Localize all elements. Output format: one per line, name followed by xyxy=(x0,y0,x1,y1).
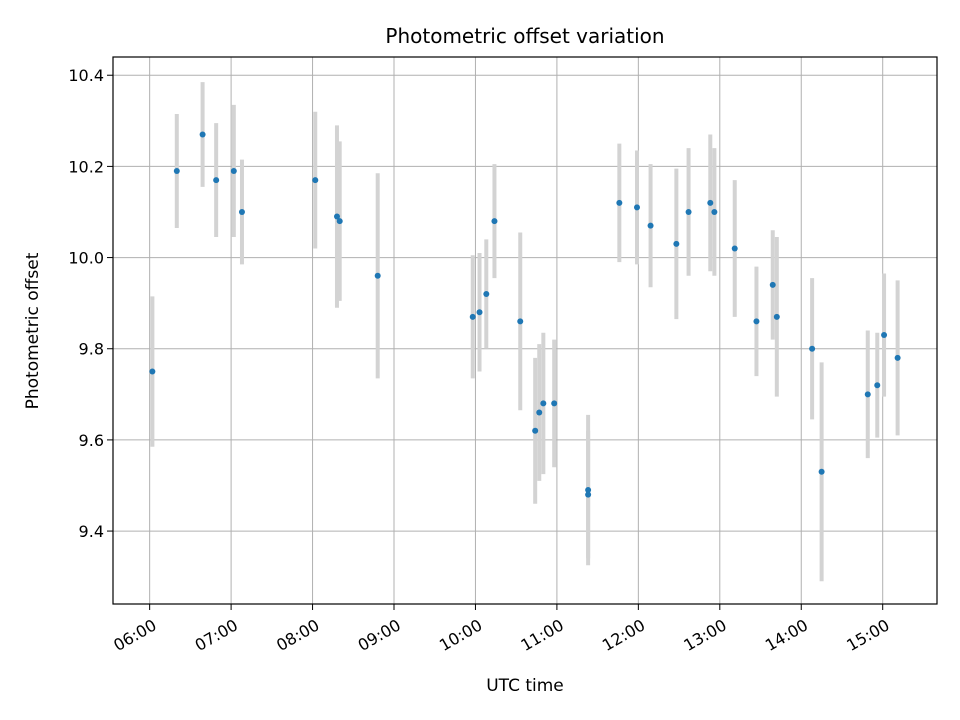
data-point xyxy=(551,400,558,407)
data-point xyxy=(333,213,340,220)
data-point xyxy=(476,309,483,316)
x-tick-label: 14:00 xyxy=(762,615,811,655)
data-point xyxy=(773,313,780,320)
data-point xyxy=(213,177,220,184)
x-tick-label: 06:00 xyxy=(110,615,159,655)
data-point xyxy=(818,468,825,475)
data-point xyxy=(881,332,888,339)
x-tick-label: 15:00 xyxy=(843,615,892,655)
chart-title: Photometric offset variation xyxy=(385,24,664,48)
data-point xyxy=(769,281,776,288)
data-point xyxy=(173,167,180,174)
data-point xyxy=(731,245,738,252)
y-tick-label: 9.8 xyxy=(79,340,104,359)
data-point xyxy=(230,167,237,174)
x-tick-label: 07:00 xyxy=(192,615,241,655)
plot-frame xyxy=(112,56,938,605)
data-point xyxy=(585,487,592,494)
error-bars xyxy=(150,82,900,582)
data-point xyxy=(532,427,539,434)
data-point xyxy=(894,354,901,361)
x-tick-label: 09:00 xyxy=(355,615,404,655)
data-point xyxy=(864,391,871,398)
data-point xyxy=(491,218,498,225)
y-axis-ticks: 9.4 9.6 9.8 10.0 10.2 10.4 xyxy=(68,66,113,541)
x-axis-label: UTC time xyxy=(486,676,564,696)
data-point xyxy=(809,345,816,352)
data-point xyxy=(336,218,343,225)
y-axis-label: Photometric offset xyxy=(23,252,43,409)
data-point xyxy=(312,177,319,184)
y-tick-label: 10.2 xyxy=(68,157,104,176)
y-tick-label: 10.0 xyxy=(68,249,104,268)
data-point xyxy=(874,382,881,389)
x-tick-label: 11:00 xyxy=(517,615,566,655)
data-point xyxy=(673,240,680,247)
data-point xyxy=(483,291,490,298)
data-point xyxy=(536,409,543,416)
data-point xyxy=(469,313,476,320)
data-point xyxy=(374,272,381,279)
data-point xyxy=(585,491,592,498)
data-point xyxy=(238,208,245,215)
y-tick-label: 9.6 xyxy=(79,431,104,450)
data-point xyxy=(753,318,760,325)
data-point xyxy=(149,368,156,375)
data-point xyxy=(199,131,206,138)
data-point xyxy=(633,204,640,211)
data-point xyxy=(685,208,692,215)
data-point xyxy=(540,400,547,407)
x-tick-label: 12:00 xyxy=(599,615,648,655)
data-point xyxy=(647,222,654,229)
x-tick-label: 10:00 xyxy=(436,615,485,655)
data-points xyxy=(149,131,901,498)
y-tick-label: 10.4 xyxy=(68,66,104,85)
x-tick-label: 08:00 xyxy=(273,615,322,655)
x-tick-label: 13:00 xyxy=(680,615,729,655)
data-point xyxy=(517,318,524,325)
data-point xyxy=(711,208,718,215)
y-tick-label: 9.4 xyxy=(79,522,104,541)
x-axis-ticks: 06:00 07:00 08:00 09:00 10:00 11:00 12:00 13:00… xyxy=(110,604,893,655)
data-point xyxy=(616,199,623,206)
data-point xyxy=(707,199,714,206)
grid xyxy=(113,57,937,604)
